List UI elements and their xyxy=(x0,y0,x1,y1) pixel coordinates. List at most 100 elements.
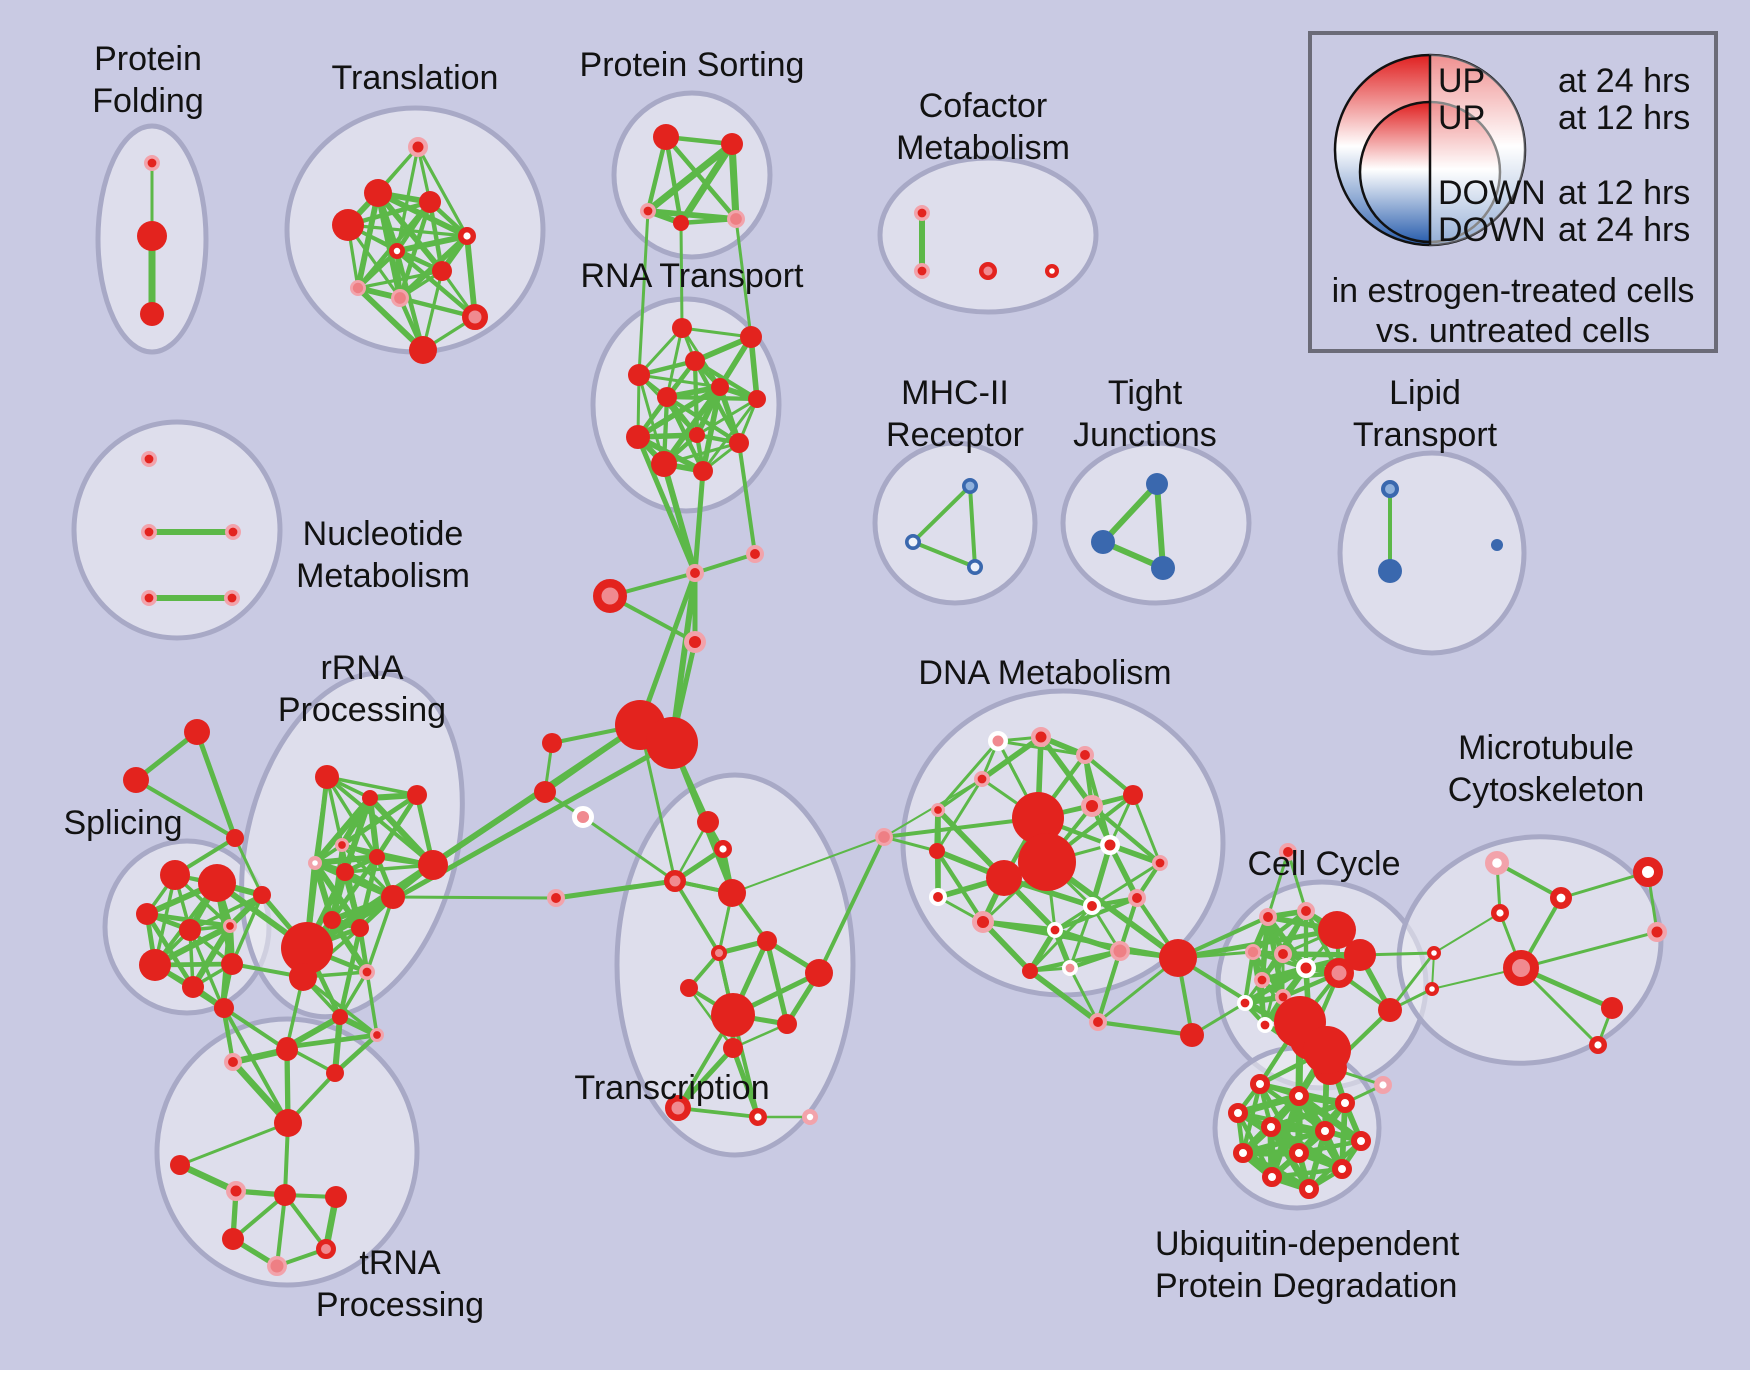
cluster-label-microtubule-cytoskeleton: Cytoskeleton xyxy=(1448,771,1645,809)
cluster-label-rrna-processing: Processing xyxy=(278,691,446,729)
edge-protein-sorting xyxy=(728,140,740,223)
gene-node-microtubule-cytoskeleton-3 xyxy=(1503,950,1539,986)
edge-link-connectors-dna-metabolism xyxy=(882,835,939,853)
edge-ubiquitin xyxy=(1296,1138,1364,1156)
cluster-ellipse-lipid-transport xyxy=(1337,450,1527,656)
gene-node-connectors-13 xyxy=(226,829,244,847)
edge-microtubule-cytoskeleton xyxy=(1519,930,1659,970)
legend: UP at 24 hrs UP at 12 hrs DOWN at 12 hrs DOWN a… xyxy=(1308,31,1718,353)
edge-splicing xyxy=(189,922,234,991)
gene-node-dna-metabolism-17 xyxy=(1110,941,1130,961)
edge-protein-sorting xyxy=(645,208,739,222)
legend-time-label: at 12 hrs xyxy=(1558,174,1690,212)
gene-node-cell-cycle-8 xyxy=(1324,958,1354,988)
gene-node-trna-processing-1 xyxy=(223,1053,242,1072)
edge-rna-transport xyxy=(680,326,753,339)
gene-node-connectors-1 xyxy=(746,545,765,564)
cluster-label-mhc-ii-receptor: MHC-II xyxy=(901,374,1009,412)
gene-node-cell-cycle-0 xyxy=(1279,843,1298,862)
edge-microtubule-cytoskeleton xyxy=(1519,966,1600,1047)
edge-dna-metabolism xyxy=(1089,803,1163,866)
gene-node-rna-transport-11 xyxy=(693,461,713,481)
gene-node-rna-transport-1 xyxy=(740,326,762,348)
edge-trna-processing xyxy=(178,1121,290,1167)
edge-transcription xyxy=(676,1106,760,1119)
edge-tight-junctions xyxy=(1100,481,1160,545)
edge-rna-transport xyxy=(665,326,684,399)
gene-node-microtubule-cytoskeleton-6 xyxy=(1601,997,1623,1019)
legend-time-label: at 12 hrs xyxy=(1558,99,1690,137)
gene-node-nucleotide-metabolism-1 xyxy=(141,523,158,540)
edge-trna-processing xyxy=(283,1193,328,1251)
gene-node-splicing-9 xyxy=(253,886,271,904)
gene-node-cell-cycle-11 xyxy=(1237,994,1254,1011)
gene-node-connectors-10 xyxy=(875,828,894,847)
gene-node-connectors-12 xyxy=(123,767,149,793)
cluster-label-tight-junctions: Junctions xyxy=(1073,416,1217,454)
cluster-label-trna-processing: Processing xyxy=(316,1286,484,1324)
gene-node-ubiquitin-8 xyxy=(1289,1143,1309,1163)
gene-node-rrna-processing-1 xyxy=(362,790,378,806)
gene-node-splicing-0 xyxy=(160,860,190,890)
gene-node-protein-sorting-2 xyxy=(639,203,656,220)
gene-node-dna-metabolism-2 xyxy=(1076,746,1095,765)
gene-node-rna-transport-6 xyxy=(748,390,766,408)
edge-trna-processing xyxy=(275,1193,287,1268)
edge-protein-sorting xyxy=(677,140,736,227)
gene-node-cofactor-metabolism-3 xyxy=(1044,264,1059,279)
edge-ubiquitin xyxy=(1240,1128,1328,1156)
gene-node-rna-transport-2 xyxy=(685,351,705,371)
gene-node-dna-metabolism-0 xyxy=(988,731,1008,751)
edge-trna-processing xyxy=(222,1006,290,1125)
edge-connectors xyxy=(194,729,238,841)
gene-node-ubiquitin-13 xyxy=(1303,1026,1351,1074)
gene-node-lipid-transport-1 xyxy=(1378,559,1402,583)
edge-cell-cycle xyxy=(1266,850,1290,919)
edge-translation xyxy=(416,145,469,238)
edge-link-protein-sorting-rna-transport xyxy=(637,209,650,377)
edge-rna-transport xyxy=(700,384,723,474)
edge-dna-metabolism xyxy=(1095,1019,1195,1038)
gene-node-trna-processing-8 xyxy=(222,1228,244,1250)
gene-node-transcription-13 xyxy=(802,1109,819,1126)
gene-node-rrna-processing-6 xyxy=(418,850,448,880)
gene-node-ubiquitin-10 xyxy=(1262,1167,1282,1187)
gene-node-rrna-processing-10 xyxy=(323,911,341,929)
gene-node-dna-metabolism-3 xyxy=(973,770,990,787)
cluster-label-nucleotide-metabolism: Nucleotide xyxy=(303,515,464,553)
edge-ubiquitin xyxy=(1234,1092,1303,1117)
edge-rrna-processing xyxy=(332,1032,380,1076)
cluster-ellipse-cofactor-metabolism xyxy=(877,155,1099,315)
edge-mhc-ii-receptor xyxy=(911,540,977,569)
edge-link-protein-sorting-rna-transport xyxy=(679,221,684,330)
gene-node-dna-metabolism-12 xyxy=(1123,785,1143,805)
edge-rrna-processing xyxy=(301,975,379,1037)
cluster-label-splicing: Splicing xyxy=(63,804,182,842)
gene-node-rrna-processing-2 xyxy=(407,785,427,805)
gene-node-cell-cycle-9 xyxy=(1254,971,1271,988)
legend-direction-label: UP xyxy=(1438,99,1485,137)
gene-node-cofactor-metabolism-0 xyxy=(913,205,930,222)
gene-node-protein-sorting-4 xyxy=(727,209,746,228)
gene-node-ubiquitin-3 xyxy=(1228,1103,1248,1123)
edge-connectors xyxy=(693,552,757,575)
edge-transcription xyxy=(673,820,710,883)
edge-rrna-processing xyxy=(325,775,435,867)
gene-node-dna-metabolism-10 xyxy=(971,910,994,933)
gene-node-dna-metabolism-6 xyxy=(1018,833,1076,891)
gene-node-rna-transport-4 xyxy=(711,378,729,396)
edge-rrna-processing xyxy=(338,970,369,1019)
edge-tight-junctions xyxy=(1154,481,1166,571)
gene-node-translation-10 xyxy=(409,336,437,364)
edge-rrna-processing xyxy=(283,1013,344,1051)
gene-node-trna-processing-5 xyxy=(226,1181,246,1201)
gene-node-ubiquitin-0 xyxy=(1250,1074,1270,1094)
edge-translation xyxy=(355,248,400,291)
edge-mhc-ii-receptor xyxy=(968,484,977,569)
cluster-label-lipid-transport: Lipid xyxy=(1389,374,1461,412)
gene-node-trna-processing-10 xyxy=(267,1256,287,1276)
cluster-label-cell-cycle: Cell Cycle xyxy=(1247,845,1400,883)
gene-node-trna-processing-9 xyxy=(316,1239,336,1259)
cluster-ellipse-tight-junctions xyxy=(1060,440,1252,606)
gene-node-rrna-processing-13 xyxy=(332,1009,348,1025)
